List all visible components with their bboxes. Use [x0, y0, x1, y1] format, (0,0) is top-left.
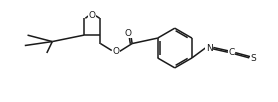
Text: O: O: [125, 29, 131, 38]
Text: O: O: [89, 11, 96, 20]
Text: O: O: [112, 47, 119, 55]
Text: C: C: [228, 48, 234, 58]
Text: N: N: [206, 44, 213, 53]
Text: S: S: [250, 54, 256, 63]
